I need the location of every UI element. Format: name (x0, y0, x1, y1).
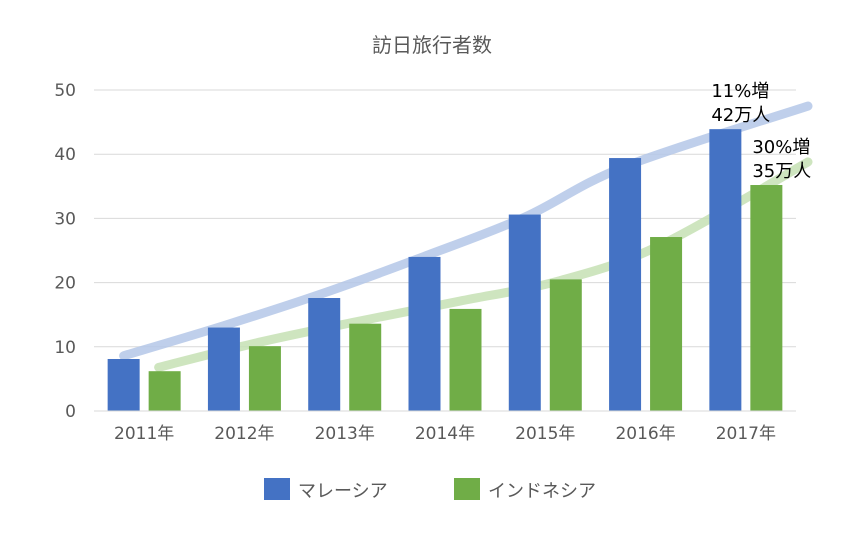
data-annotation: 11%増 (711, 81, 769, 102)
bar (308, 298, 341, 411)
trendline (119, 101, 813, 361)
data-annotation: 30%増 (752, 137, 810, 158)
axes: 0 10 20 30 40 50 2011年 2012年 2013年 2014年 2015年 2016… (54, 81, 796, 444)
y-tick-label: 0 (65, 402, 76, 422)
x-tick-label: 2012年 (214, 424, 274, 444)
y-tick-label: 40 (54, 145, 76, 165)
y-tick-label: 50 (54, 81, 76, 101)
bar (207, 327, 240, 411)
x-tick-label: 2014年 (415, 424, 475, 444)
x-tick-label: 2015年 (515, 424, 575, 444)
annotations: 11%増 42万人 30%増 35万人 (711, 81, 811, 182)
bar (709, 129, 742, 412)
bar (609, 158, 642, 411)
legend-label: インドネシア (488, 481, 596, 502)
bar (449, 308, 482, 411)
legend-swatch (264, 478, 290, 500)
chart-title: 訪日旅行者数 (372, 33, 492, 57)
bars (107, 129, 783, 412)
bar (408, 256, 441, 411)
x-tick-label: 2017年 (716, 424, 776, 444)
data-annotation: 42万人 (711, 105, 770, 126)
bar (107, 358, 140, 411)
bar (750, 185, 783, 411)
data-annotation: 35万人 (752, 161, 811, 182)
bar (148, 371, 181, 411)
bar (549, 279, 582, 411)
bar (650, 237, 683, 411)
y-tick-label: 10 (54, 338, 76, 358)
bar (248, 346, 281, 411)
bar (508, 214, 541, 411)
legend-label: マレーシア (298, 481, 388, 502)
legend-swatch (454, 478, 480, 500)
x-tick-label: 2011年 (114, 424, 174, 444)
y-tick-label: 20 (54, 274, 76, 294)
legend: マレーシア インドネシア (264, 478, 596, 502)
x-tick-label: 2016年 (615, 424, 675, 444)
y-tick-label: 30 (54, 209, 76, 229)
x-tick-label: 2013年 (315, 424, 375, 444)
bar (349, 323, 382, 411)
